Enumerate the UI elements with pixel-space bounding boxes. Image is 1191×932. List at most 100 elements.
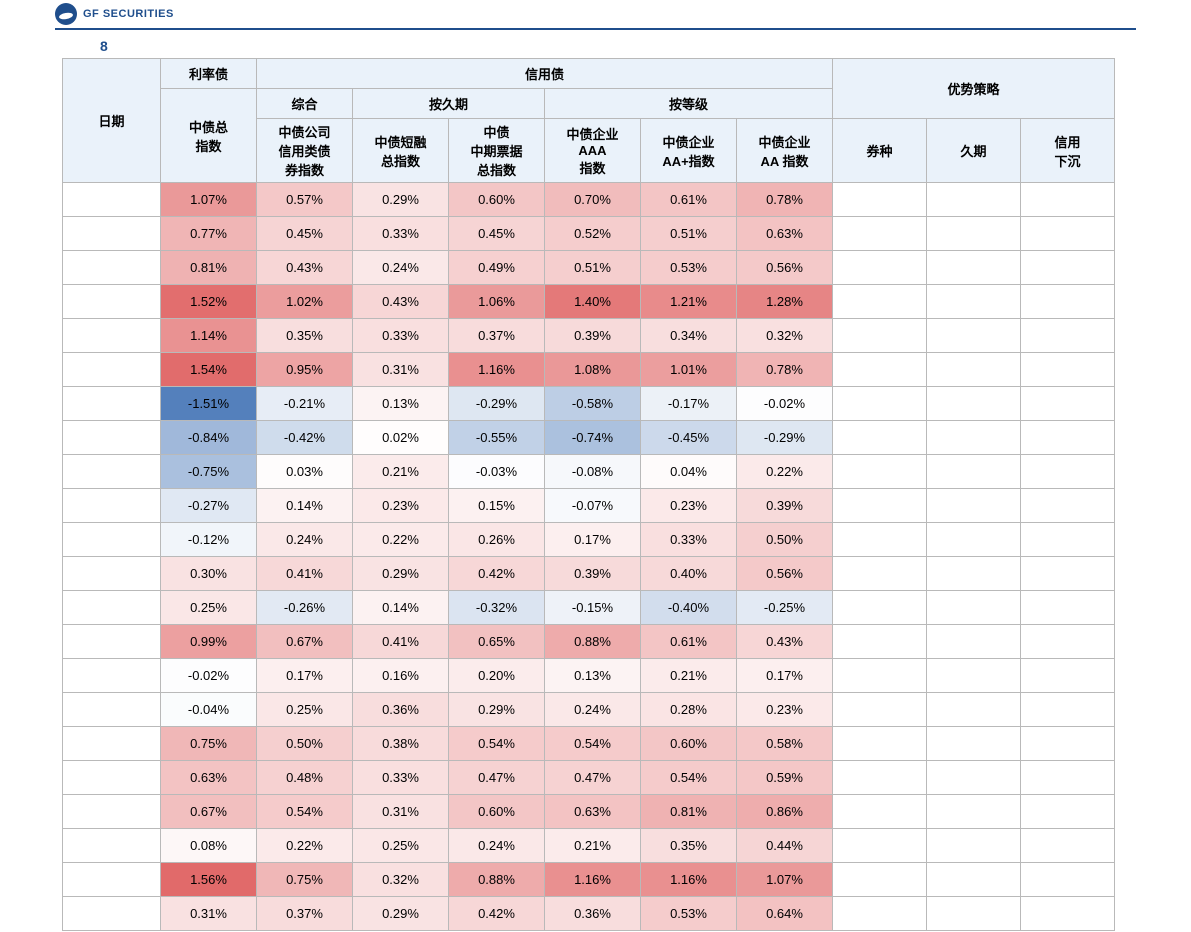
date-cell xyxy=(63,319,161,353)
strategy-cell xyxy=(1021,659,1115,693)
heat-cell: 1.07% xyxy=(161,183,257,217)
heat-cell: 0.21% xyxy=(641,659,737,693)
heat-cell: 0.50% xyxy=(257,727,353,761)
strategy-cell xyxy=(927,319,1021,353)
th-by-duration: 按久期 xyxy=(353,89,545,119)
heat-cell: 0.31% xyxy=(161,897,257,931)
table-caption-number: 8 xyxy=(100,38,108,54)
heat-cell: 0.35% xyxy=(641,829,737,863)
heat-cell: 0.67% xyxy=(257,625,353,659)
strategy-cell xyxy=(833,421,927,455)
heat-cell: 0.57% xyxy=(257,183,353,217)
strategy-cell xyxy=(833,863,927,897)
strategy-cell xyxy=(927,727,1021,761)
heat-cell: 0.56% xyxy=(737,251,833,285)
heat-cell: 0.65% xyxy=(449,625,545,659)
strategy-cell xyxy=(833,455,927,489)
heat-cell: 0.47% xyxy=(449,761,545,795)
heat-cell: -0.17% xyxy=(641,387,737,421)
heat-cell: 0.22% xyxy=(737,455,833,489)
page: GF SECURITIES 8 日期 利率债 信用债 优势策略 中债总指数 综合… xyxy=(0,0,1191,932)
th-col-1: 中债公司信用类债券指数 xyxy=(257,119,353,183)
heat-cell: -0.75% xyxy=(161,455,257,489)
strategy-cell xyxy=(833,319,927,353)
heat-cell: 0.63% xyxy=(737,217,833,251)
heat-cell: 0.78% xyxy=(737,183,833,217)
strategy-cell xyxy=(927,387,1021,421)
table-row: 0.31%0.37%0.29%0.42%0.36%0.53%0.64% xyxy=(63,897,1115,931)
heat-cell: 0.33% xyxy=(353,319,449,353)
heat-cell: 1.16% xyxy=(545,863,641,897)
heat-cell: -0.32% xyxy=(449,591,545,625)
table-row: -0.84%-0.42%0.02%-0.55%-0.74%-0.45%-0.29… xyxy=(63,421,1115,455)
heat-cell: 0.32% xyxy=(737,319,833,353)
th-rate-bond: 利率债 xyxy=(161,59,257,89)
heat-cell: -0.58% xyxy=(545,387,641,421)
heat-cell: 0.61% xyxy=(641,625,737,659)
heat-cell: 0.59% xyxy=(737,761,833,795)
th-col-0: 中债总指数 xyxy=(161,89,257,183)
heat-cell: 1.28% xyxy=(737,285,833,319)
heat-cell: 0.60% xyxy=(449,183,545,217)
heat-cell: 0.51% xyxy=(641,217,737,251)
date-cell xyxy=(63,761,161,795)
heat-cell: 0.20% xyxy=(449,659,545,693)
heat-cell: 0.35% xyxy=(257,319,353,353)
strategy-cell xyxy=(833,591,927,625)
table-row: -0.12%0.24%0.22%0.26%0.17%0.33%0.50% xyxy=(63,523,1115,557)
th-col-5: 中债企业AA+指数 xyxy=(641,119,737,183)
heat-cell: 0.75% xyxy=(161,727,257,761)
strategy-cell xyxy=(927,761,1021,795)
heat-cell: 0.81% xyxy=(641,795,737,829)
strategy-cell xyxy=(927,353,1021,387)
heat-cell: 0.25% xyxy=(257,693,353,727)
th-col-3: 中债中期票据总指数 xyxy=(449,119,545,183)
table-row: 0.30%0.41%0.29%0.42%0.39%0.40%0.56% xyxy=(63,557,1115,591)
heat-cell: 0.40% xyxy=(641,557,737,591)
heat-cell: -0.84% xyxy=(161,421,257,455)
strategy-cell xyxy=(927,557,1021,591)
strategy-cell xyxy=(927,285,1021,319)
heat-cell: 0.39% xyxy=(737,489,833,523)
heat-cell: 0.54% xyxy=(641,761,737,795)
table-row: -0.02%0.17%0.16%0.20%0.13%0.21%0.17% xyxy=(63,659,1115,693)
heat-cell: 0.29% xyxy=(353,557,449,591)
strategy-cell xyxy=(833,761,927,795)
heat-cell: 1.56% xyxy=(161,863,257,897)
table-row: 1.56%0.75%0.32%0.88%1.16%1.16%1.07% xyxy=(63,863,1115,897)
date-cell xyxy=(63,863,161,897)
strategy-cell xyxy=(833,523,927,557)
date-cell xyxy=(63,285,161,319)
heat-cell: 0.51% xyxy=(545,251,641,285)
table-row: 1.14%0.35%0.33%0.37%0.39%0.34%0.32% xyxy=(63,319,1115,353)
date-cell xyxy=(63,421,161,455)
heat-cell: -0.42% xyxy=(257,421,353,455)
heat-cell: 0.88% xyxy=(449,863,545,897)
heat-cell: -0.27% xyxy=(161,489,257,523)
strategy-cell xyxy=(927,795,1021,829)
heat-cell: 0.43% xyxy=(257,251,353,285)
strategy-cell xyxy=(1021,625,1115,659)
table-row: -0.75%0.03%0.21%-0.03%-0.08%0.04%0.22% xyxy=(63,455,1115,489)
date-cell xyxy=(63,489,161,523)
table-row: 0.77%0.45%0.33%0.45%0.52%0.51%0.63% xyxy=(63,217,1115,251)
heat-cell: -0.29% xyxy=(737,421,833,455)
heat-cell: 1.02% xyxy=(257,285,353,319)
heat-cell: 0.13% xyxy=(353,387,449,421)
heat-cell: 0.36% xyxy=(353,693,449,727)
heat-cell: 0.95% xyxy=(257,353,353,387)
heat-cell: -0.03% xyxy=(449,455,545,489)
heat-cell: 0.14% xyxy=(257,489,353,523)
heat-cell: 1.01% xyxy=(641,353,737,387)
heat-cell: 0.14% xyxy=(353,591,449,625)
brand-logo-icon xyxy=(55,3,77,25)
heat-cell: 0.45% xyxy=(257,217,353,251)
strategy-cell xyxy=(927,625,1021,659)
heat-cell: 0.86% xyxy=(737,795,833,829)
heat-cell: 0.33% xyxy=(353,217,449,251)
table-row: -0.27%0.14%0.23%0.15%-0.07%0.23%0.39% xyxy=(63,489,1115,523)
heat-cell: 0.02% xyxy=(353,421,449,455)
heat-cell: 0.29% xyxy=(353,183,449,217)
heat-cell: 0.31% xyxy=(353,795,449,829)
heat-cell: 0.41% xyxy=(257,557,353,591)
